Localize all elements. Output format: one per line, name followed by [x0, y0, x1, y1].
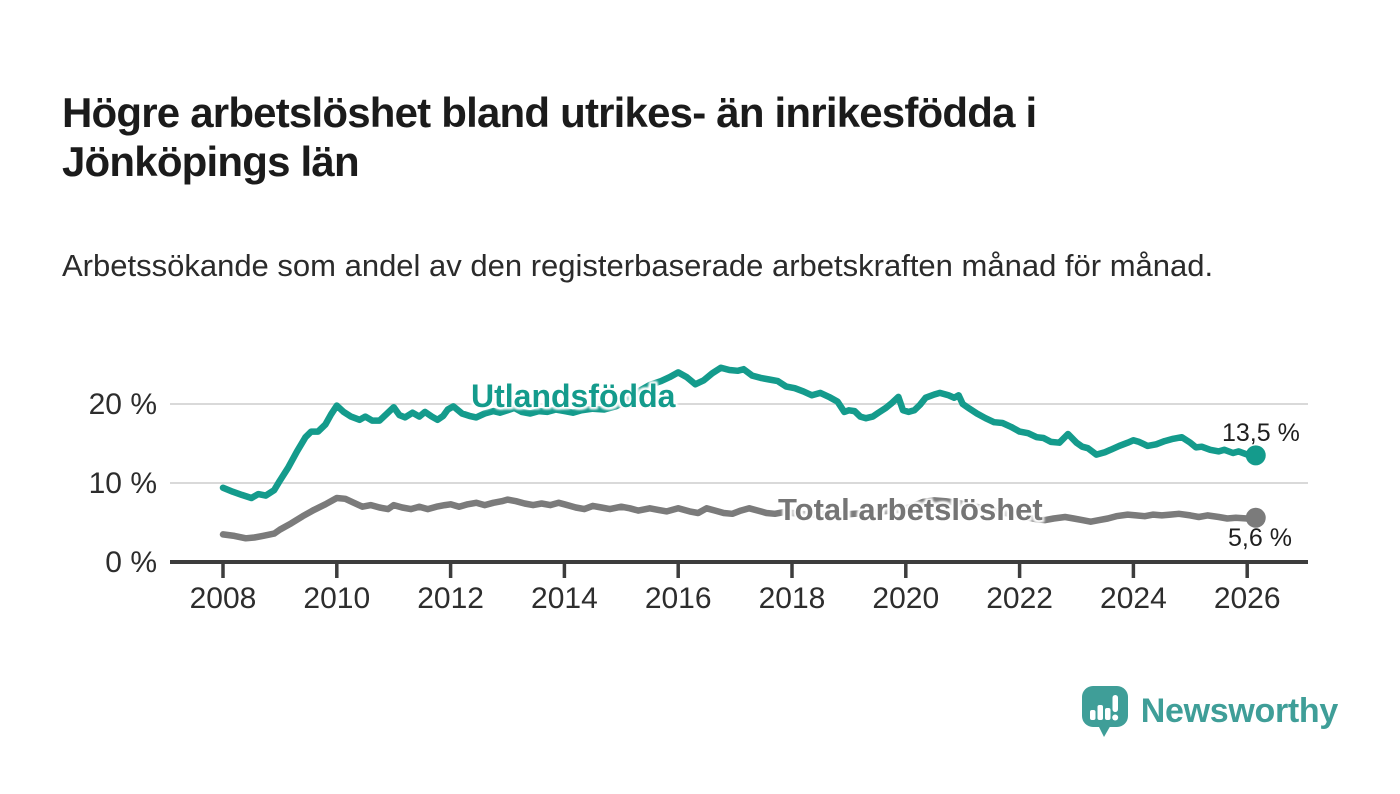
chart-title: Högre arbetslöshet bland utrikes- än inr… [62, 89, 1037, 186]
series-line-total-arbetsl-shet [219, 494, 1259, 542]
series-label-utlandsfodda: Utlandsfödda [471, 378, 676, 414]
newsworthy-brand-footer: Newsworthy [1080, 685, 1338, 737]
newsworthy-brand-name: Newsworthy [1140, 691, 1339, 730]
y-axis-tick-label: 0 % [105, 546, 157, 579]
y-axis-tick-label: 20 % [89, 388, 157, 421]
x-axis-tick-label: 2014 [531, 582, 598, 615]
series-end-dot-utlandsf-dda [1245, 445, 1266, 466]
x-axis-tick-label: 2020 [872, 582, 939, 615]
y-axis-tick-label: 10 % [89, 467, 157, 500]
end-value-utlandsfodda: 13,5 % [1222, 419, 1300, 447]
x-axis-tick-label: 2018 [759, 582, 826, 615]
x-axis-tick-label: 2024 [1100, 582, 1167, 615]
x-axis-tick-label: 2010 [303, 582, 370, 615]
chart-subtitle: Arbetssökande som andel av den registerb… [62, 248, 1214, 283]
series-end-dot-total-arbetsl-shet [1245, 507, 1266, 528]
end-value-total-arbetsloshet: 5,6 % [1228, 524, 1292, 552]
x-axis-tick-label: 2008 [190, 582, 257, 615]
newsworthy-logo-icon [1081, 686, 1128, 737]
series-line-utlandsf-dda [219, 364, 1259, 502]
x-axis-tick-label: 2026 [1214, 582, 1281, 615]
x-axis-tick-label: 2016 [645, 582, 712, 615]
x-axis-tick-label: 2022 [986, 582, 1053, 615]
series-label-total-arbetsloshet: Total arbetslöshet [778, 492, 1043, 527]
x-axis-tick-label: 2012 [417, 582, 484, 615]
